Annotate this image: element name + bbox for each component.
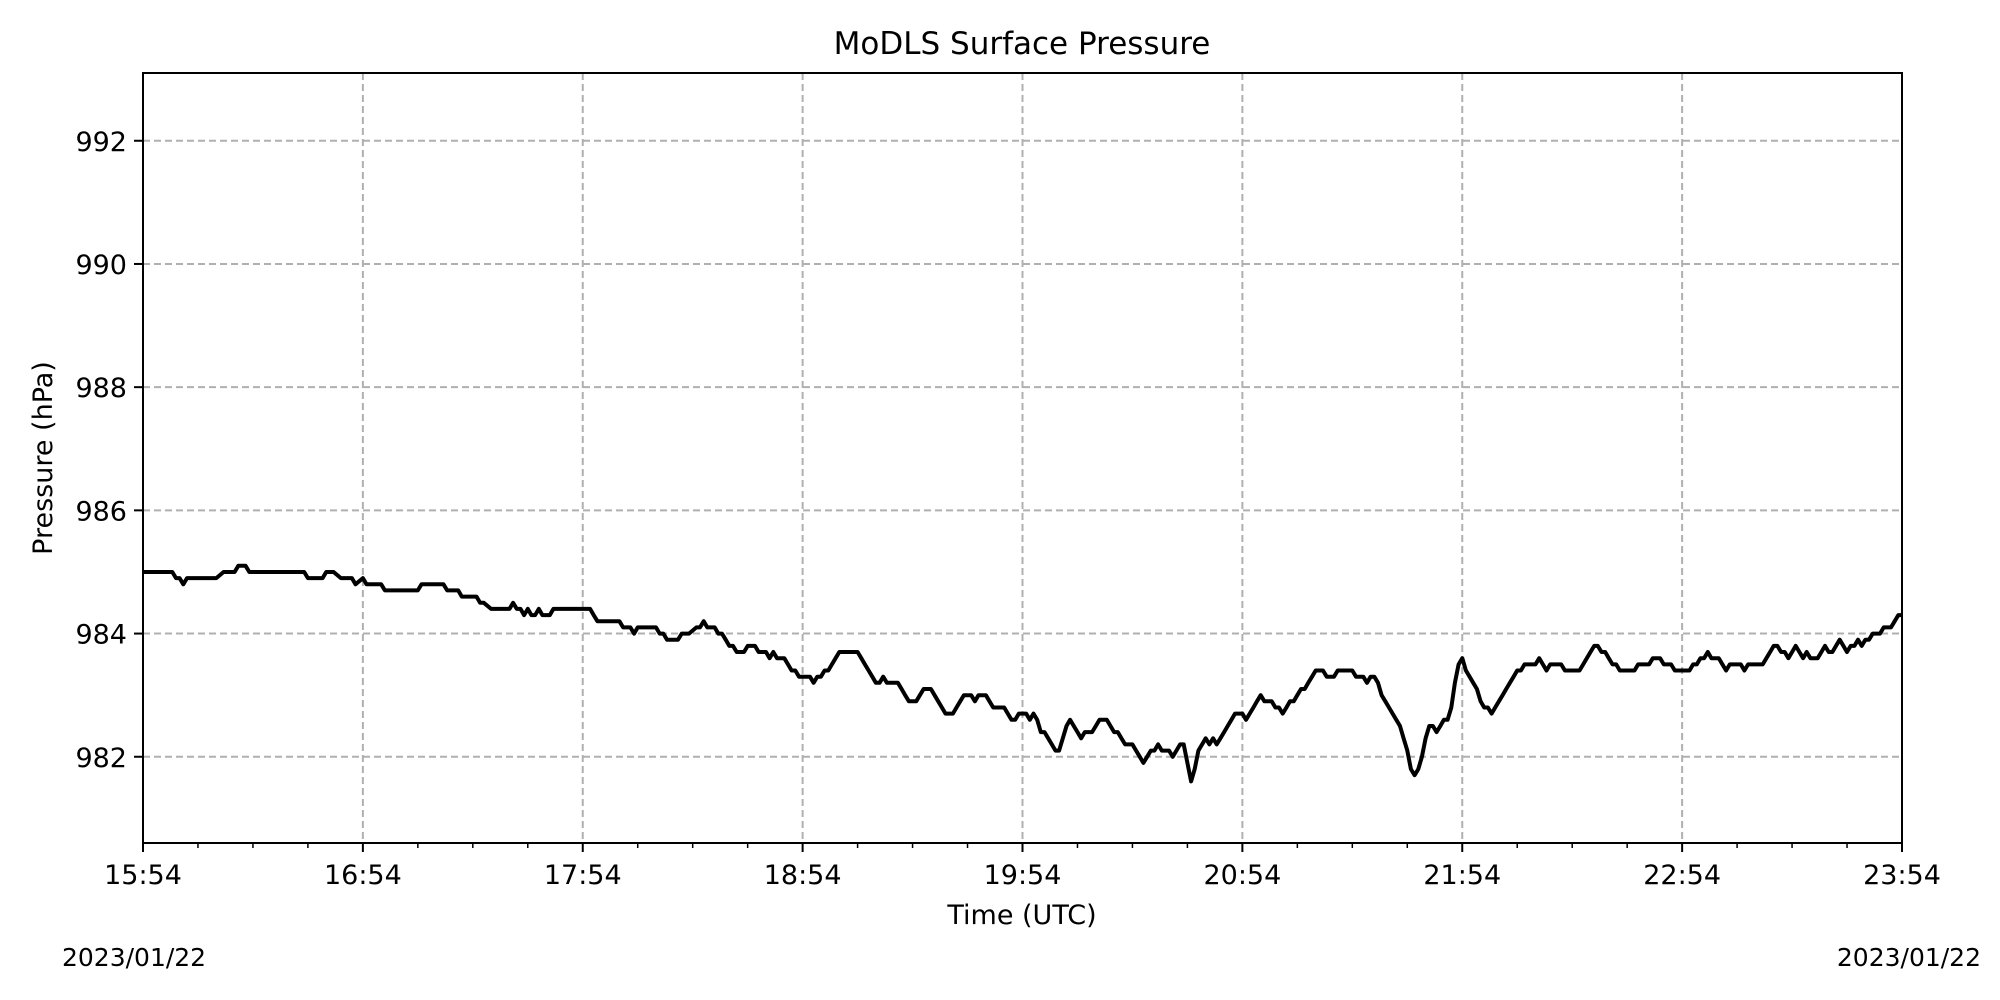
y-tick-label: 988: [75, 373, 127, 404]
y-tick-label: 990: [75, 250, 127, 281]
y-tick-label: 986: [75, 496, 127, 527]
x-axis-label: Time (UTC): [946, 900, 1096, 931]
chart-title: MoDLS Surface Pressure: [834, 26, 1211, 62]
x-tick-label: 22:54: [1643, 860, 1721, 891]
x-tick-label: 15:54: [104, 860, 182, 891]
x-axis: 15:54 16:54 17:54 18:54 19:54 20:54 21:54 22:54…: [104, 843, 1941, 891]
x-tick-label: 17:54: [544, 860, 622, 891]
end-date-label: 2023/01/22: [1836, 943, 1981, 972]
x-tick-label: 20:54: [1203, 860, 1281, 891]
y-axis-label: Pressure (hPa): [28, 361, 59, 555]
y-tick-label: 992: [75, 127, 127, 158]
x-tick-label: 16:54: [324, 860, 402, 891]
y-tick-label: 982: [75, 743, 127, 774]
x-tick-label: 21:54: [1423, 860, 1501, 891]
series-line: [143, 563, 1902, 784]
x-tick-label: 23:54: [1863, 860, 1941, 891]
x-tick-label: 19:54: [984, 860, 1062, 891]
start-date-label: 2023/01/22: [62, 943, 207, 972]
y-tick-label: 984: [75, 620, 127, 651]
x-tick-label: 18:54: [764, 860, 842, 891]
grid: [142, 73, 1903, 843]
y-axis: 982 984 986 988 990 992: [75, 127, 143, 774]
